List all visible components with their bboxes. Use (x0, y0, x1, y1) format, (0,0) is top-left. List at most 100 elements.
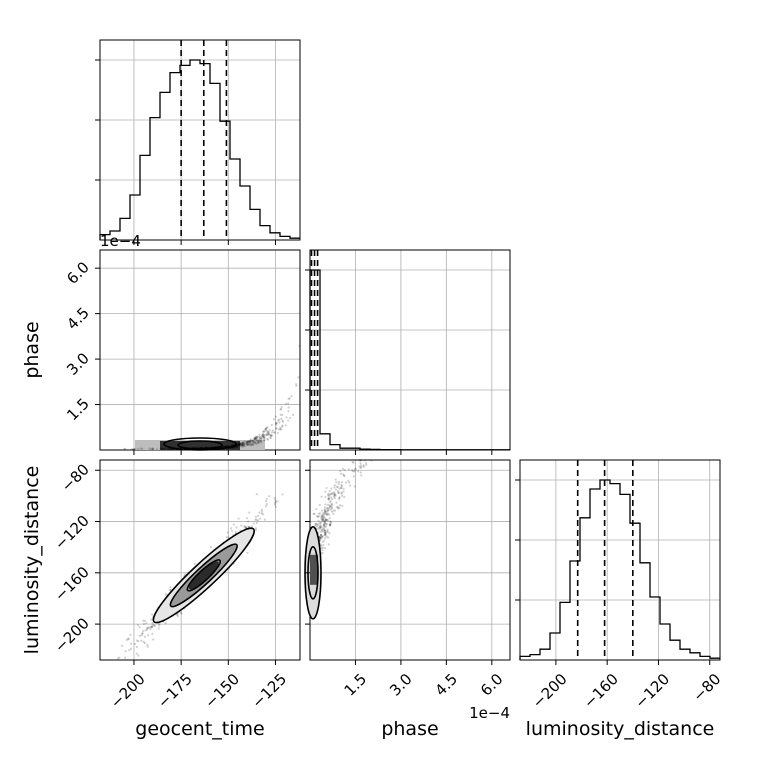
phase-geocent-point (263, 430, 266, 433)
phase-geocent-point (173, 447, 177, 450)
phase-geocent-point (150, 447, 154, 450)
phase-geocent-point (206, 447, 209, 450)
phase-geocent-point (279, 408, 282, 411)
phase-geocent-point (197, 447, 200, 450)
phase-geocent-point (181, 448, 184, 451)
distance-geocent-point (149, 627, 152, 631)
distance-phase-point (327, 513, 331, 516)
phase-geocent-point (242, 443, 245, 447)
distance-geocent-point (245, 517, 248, 520)
phase-geocent-point (255, 436, 258, 439)
distance-phase-point (329, 505, 332, 508)
distance-geocent-point (146, 634, 150, 637)
phase-geocent-point (187, 448, 190, 451)
phase-geocent-point (198, 447, 201, 450)
distance-geocent-point (281, 493, 284, 496)
distance-phase-point (335, 501, 338, 504)
distance-phase-point (321, 540, 324, 544)
phase-geocent-point (200, 446, 203, 449)
distance-phase-point (320, 515, 323, 518)
phase-geocent-contour-outer (163, 437, 237, 451)
phase-geocent-point (212, 446, 215, 449)
phase-geocent-point (281, 420, 285, 423)
phase-geocent-point (231, 444, 234, 447)
phase-geocent-point (257, 439, 260, 442)
phase-geocent-point (215, 446, 218, 449)
distance-geocent-point (158, 622, 161, 625)
distance-geocent-point (145, 627, 149, 630)
phase-geocent-point (238, 443, 241, 446)
phase-geocent-point (205, 446, 209, 449)
distance-geocent-point (128, 648, 131, 652)
distance-geocent-point (265, 497, 268, 501)
phase-geocent-point (251, 439, 255, 442)
phase-geocent-point (196, 448, 199, 451)
distance-phase-point (320, 516, 323, 519)
phase-geocent-point (219, 446, 222, 449)
distance-phase-point (323, 529, 327, 532)
phase-geocent-point (206, 447, 209, 450)
phase-geocent-point (253, 441, 257, 444)
distance-phase-point (340, 481, 344, 484)
distance-geocent-point (250, 525, 254, 528)
phase-geocent-point (149, 448, 152, 451)
distance-phase-point (321, 534, 325, 538)
distance-phase-point (323, 521, 327, 525)
distance-phase-point (338, 498, 341, 501)
phase-geocent-point (256, 436, 259, 439)
phase-geocent-point (210, 447, 213, 450)
phase-geocent-point (211, 446, 214, 450)
distance-phase-point (320, 526, 323, 529)
phase-geocent-point (139, 447, 142, 450)
distance-geocent-point (243, 525, 246, 528)
phase-geocent-point (210, 446, 213, 449)
distance-phase-point (326, 503, 329, 506)
distance-phase-point (329, 501, 332, 504)
distance-phase-point (321, 535, 324, 538)
phase-geocent-point (217, 447, 220, 450)
phase-geocent-point (226, 444, 229, 448)
phase-geocent-point (242, 443, 245, 446)
distance-phase-point (334, 478, 337, 481)
distance-phase-point (321, 518, 324, 521)
phase-geocent-point (284, 424, 287, 427)
phase-geocent-point (242, 441, 245, 445)
phase-geocent-point (237, 443, 240, 446)
phase-geocent-point (265, 427, 268, 430)
phase-geocent-point (183, 447, 186, 450)
distance-phase-point (331, 507, 334, 510)
phase-geocent-point (240, 444, 243, 447)
distance-geocent-point (125, 638, 128, 642)
distance-geocent-point (145, 622, 148, 625)
phase-geocent-point (176, 448, 180, 451)
phase-geocent-point (221, 447, 225, 450)
phase-geocent-point (214, 446, 217, 449)
phase-geocent-point (265, 427, 268, 430)
phase-geocent-point (246, 440, 250, 444)
phase-geocent-point (222, 447, 225, 450)
distance-phase-point (320, 495, 323, 498)
distance-phase-point (319, 534, 323, 537)
distance-phase-point (321, 546, 325, 549)
phase-geocent-point (295, 384, 298, 388)
phase-geocent-point (216, 446, 219, 449)
distance-phase-point (359, 459, 362, 462)
phase-geocent-point (224, 445, 227, 449)
phase-geocent-point (192, 447, 195, 450)
phase-geocent-point (264, 433, 267, 436)
distance-geocent-point (225, 536, 228, 539)
phase-geocent-point (193, 447, 196, 450)
phase-geocent-point (151, 447, 155, 450)
distance-phase-point (321, 528, 324, 531)
phase-geocent-point (178, 447, 181, 451)
geocent-time-hist-histogram (99, 59, 300, 240)
distance-phase-point (322, 513, 325, 517)
distance-vs-geocent-time-ytick-label-2: −120 (51, 512, 93, 554)
distance-phase-point (325, 486, 328, 490)
distance-phase-point (324, 537, 327, 540)
phase-vs-geocent-time-panel (99, 249, 301, 451)
distance-phase-point (324, 547, 327, 550)
distance-geocent-point (260, 510, 263, 513)
phase-geocent-point (180, 447, 183, 450)
phase-geocent-point (169, 448, 172, 451)
